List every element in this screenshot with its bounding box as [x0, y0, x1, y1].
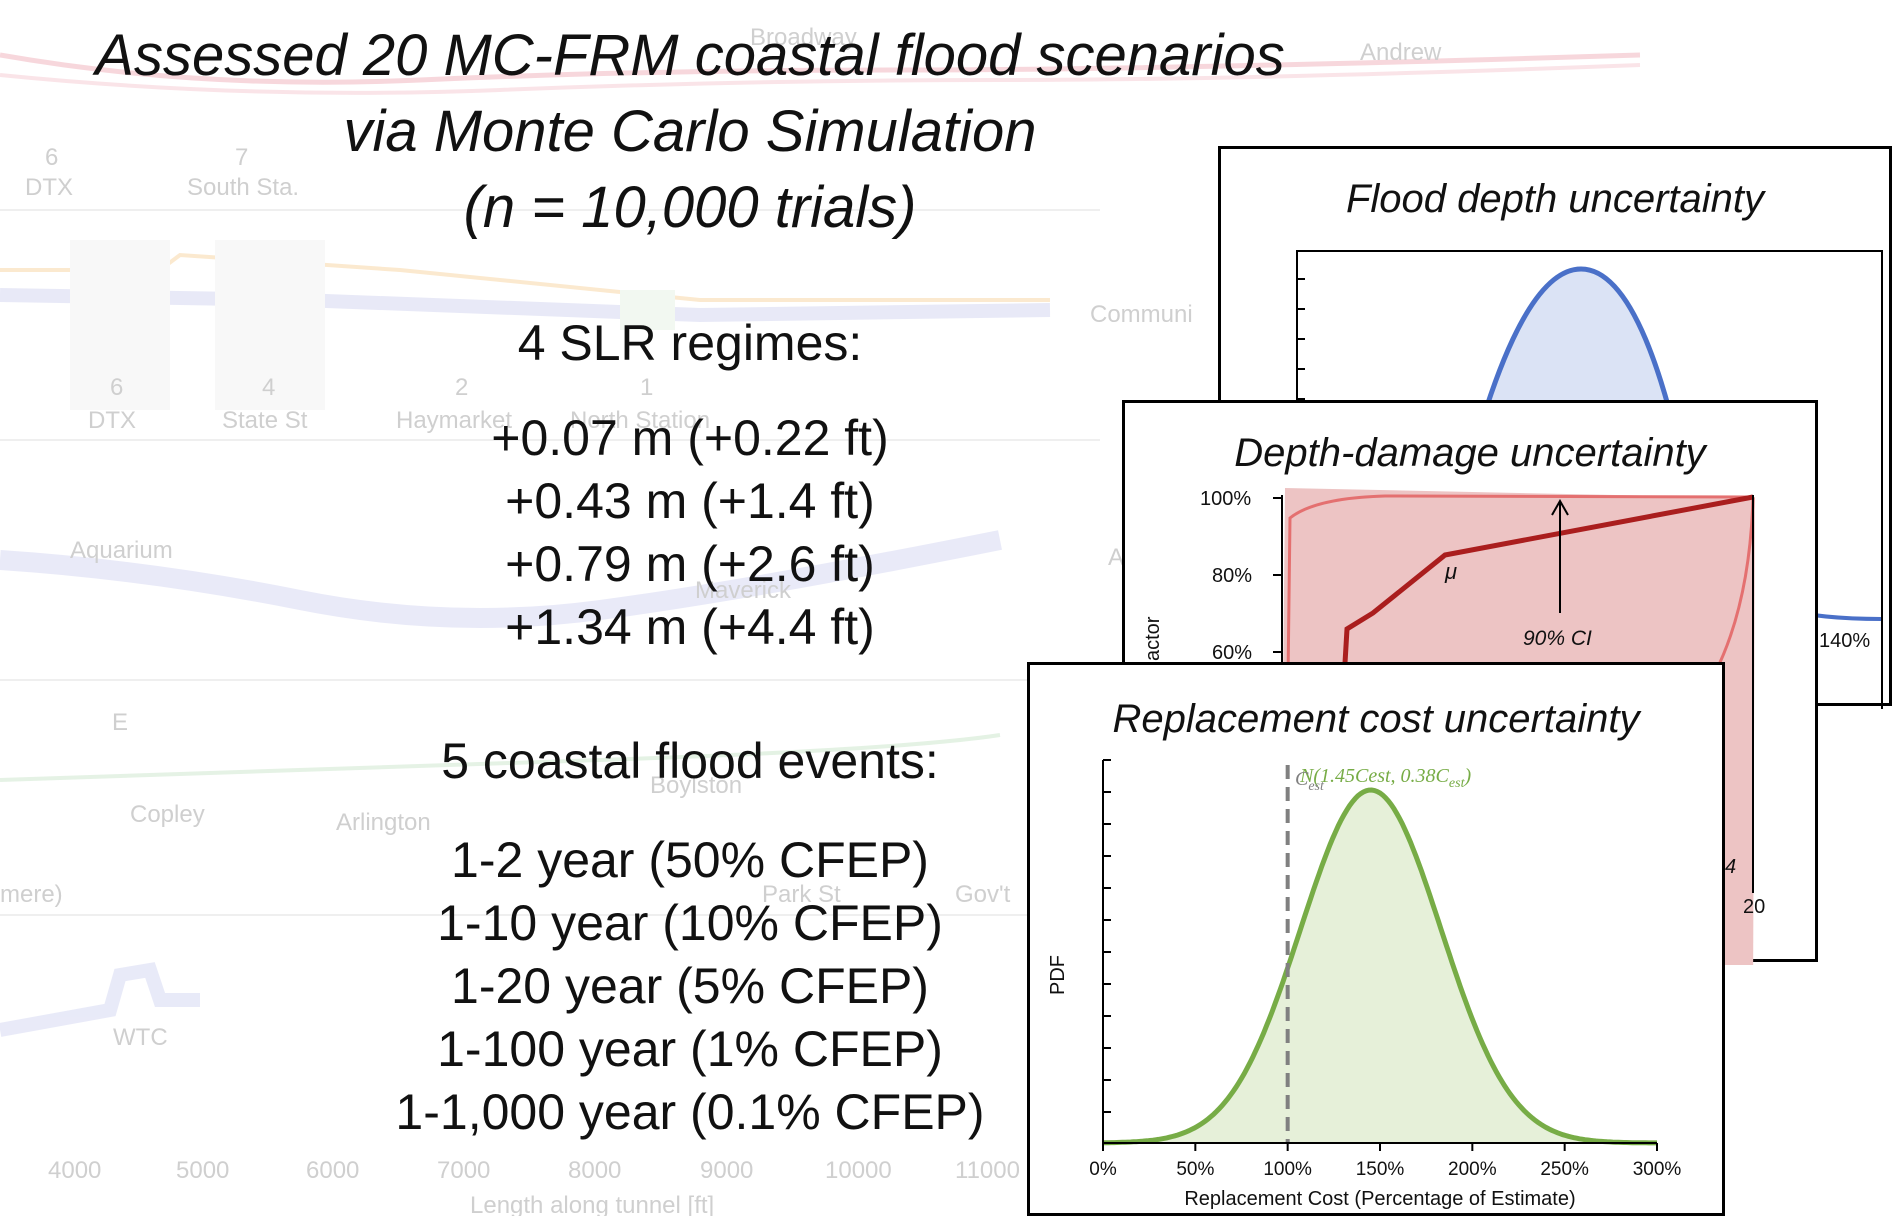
bg-label: mere)	[0, 881, 63, 908]
flood-depth-title: Flood depth uncertainty	[1345, 177, 1765, 221]
damage-x-tick-partial: 4	[1725, 856, 1736, 878]
damage-y-tick: 80%	[1212, 565, 1252, 587]
cest-label: Cest	[1295, 768, 1325, 794]
cost-x-tick-label: 300%	[1633, 1159, 1682, 1180]
bg-label: Copley	[130, 801, 205, 828]
bg-label: Boylston	[650, 772, 742, 799]
bg-label: Park St	[762, 881, 841, 908]
damage-ci-upper	[1283, 494, 1754, 924]
bg-label: 6	[45, 144, 58, 171]
cost-y-label: PDF	[1047, 955, 1069, 995]
bg-label: Haymarket	[396, 407, 512, 434]
bg-label: WTC	[113, 1024, 168, 1051]
bg-label: Gov't	[955, 881, 1011, 908]
cost-x-tick-label: 50%	[1176, 1159, 1214, 1180]
replacement-cost-chart: 0% 50% 100% 150% 200% 250% 300% PDF Replacemen…	[1047, 759, 1681, 1210]
events-list: 1-2 year (50% CFEP) 1-10 year (10% CFEP)…	[0, 829, 1380, 1144]
bg-label: 2	[455, 374, 468, 401]
bg-x-tick: 9000	[700, 1157, 753, 1184]
bg-x-tick: 4000	[48, 1157, 101, 1184]
bg-label: 6	[110, 374, 123, 401]
bg-x-tick: 8000	[568, 1157, 621, 1184]
event-item: 1-2 year (50% CFEP)	[451, 832, 929, 888]
bg-label: Maverick	[695, 577, 792, 604]
cost-dist-label: N(1.45Cest, 0.38Cest)	[1299, 765, 1471, 791]
depth-damage-title: Depth-damage uncertainty	[1234, 431, 1706, 475]
cost-x-tick-label: 250%	[1540, 1159, 1589, 1180]
cost-x-ticks: 0% 50% 100% 150% 200% 250% 300%	[1089, 1143, 1681, 1180]
title-line-3: (n = 10,000 trials)	[463, 175, 917, 240]
replacement-cost-panel: Replacement cost uncertainty 0% 50% 100% 15…	[1027, 662, 1725, 1216]
bg-label: Arlington	[336, 809, 431, 836]
bg-label: A	[1108, 544, 1124, 571]
bg-x-tick: 11000	[955, 1157, 1020, 1184]
slr-item: +0.07 m (+0.22 ft)	[491, 410, 889, 466]
bg-label: 4	[262, 374, 275, 401]
bg-label: DTX	[25, 174, 73, 201]
cost-pdf-fill	[1103, 790, 1657, 1143]
damage-ci-label: 90% CI	[1523, 627, 1592, 650]
event-item: 1-100 year (1% CFEP)	[437, 1021, 943, 1077]
cost-x-tick-label: 200%	[1448, 1159, 1497, 1180]
events-heading: 5 coastal flood events:	[441, 733, 939, 789]
slr-list: +0.07 m (+0.22 ft) +0.43 m (+1.4 ft) +0.…	[0, 407, 1380, 659]
slr-item: +0.79 m (+2.6 ft)	[505, 536, 875, 592]
bg-x-label: Length along tunnel [ft]	[470, 1192, 714, 1216]
bg-label: State St	[222, 407, 308, 434]
event-item: 1-20 year (5% CFEP)	[451, 958, 929, 1014]
bg-label: Aquarium	[70, 537, 173, 564]
bg-label: Andrew	[1360, 39, 1442, 66]
cost-y-ticks	[1103, 759, 1111, 1113]
bg-label: North Station	[570, 407, 710, 434]
cost-x-tick-label: 100%	[1263, 1159, 1312, 1180]
damage-x-tick-end: 20	[1743, 896, 1765, 918]
slr-item: +1.34 m (+4.4 ft)	[505, 599, 875, 655]
bg-label: Communi	[1090, 301, 1193, 328]
slide-title: Assessed 20 MC-FRM coastal flood scenari…	[0, 18, 1380, 246]
bg-x-tick: 6000	[306, 1157, 359, 1184]
flood-y-ticks	[1297, 278, 1305, 400]
ci-arrow-head	[1551, 498, 1569, 516]
title-line-1: Assessed 20 MC-FRM coastal flood scenari…	[95, 23, 1285, 88]
flood-x-tick-140: 140%	[1819, 630, 1870, 652]
cost-pdf-curve	[1102, 787, 1657, 1146]
bg-label: DTX	[88, 407, 136, 434]
bg-label: South Sta.	[187, 174, 299, 201]
replacement-cost-title: Replacement cost uncertainty	[1112, 697, 1640, 741]
title-line-2: via Monte Carlo Simulation	[343, 99, 1037, 164]
damage-y-tick: 60%	[1212, 642, 1252, 664]
event-item: 1-10 year (10% CFEP)	[437, 895, 943, 951]
cost-x-tick-label: 150%	[1356, 1159, 1405, 1180]
bg-label: E	[112, 709, 128, 736]
bg-label: 1	[640, 374, 653, 401]
bg-x-tick: 5000	[176, 1157, 229, 1184]
cost-x-label: Replacement Cost (Percentage of Estimate…	[1184, 1188, 1575, 1210]
cost-x-tick-label: 0%	[1089, 1159, 1117, 1180]
event-item: 1-1,000 year (0.1% CFEP)	[395, 1084, 985, 1140]
damage-y-label: actor	[1142, 616, 1164, 661]
bg-label: 7	[235, 144, 248, 171]
slr-heading: 4 SLR regimes:	[517, 315, 863, 371]
bg-x-tick: 7000	[437, 1157, 490, 1184]
bg-label: Broadway	[750, 24, 857, 51]
slr-item: +0.43 m (+1.4 ft)	[505, 473, 875, 529]
damage-mu-label: μ	[1444, 559, 1457, 584]
damage-y-tick: 100%	[1200, 488, 1251, 510]
bg-x-tick: 10000	[825, 1157, 892, 1184]
